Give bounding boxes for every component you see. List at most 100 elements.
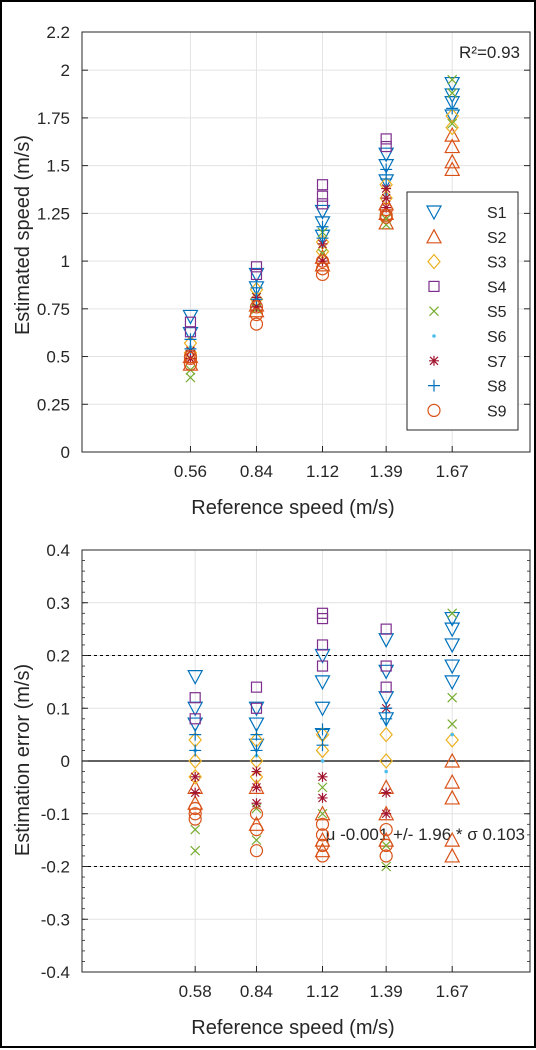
bottom-point-s8 [316,723,329,736]
top-point-s4 [380,133,392,145]
bottom-point-s7 [251,798,262,809]
top-point-s4 [316,179,329,191]
top-point-s8 [380,173,393,185]
legend-label-s3: S3 [487,255,507,272]
top-point-s8 [250,293,263,306]
top-y-tick-label: 2.2 [46,23,70,42]
legend-marker-s9 [427,403,441,417]
bottom-point-s6 [384,769,388,774]
bottom-point-s3 [379,726,393,743]
bottom-point-s2 [444,789,461,805]
bottom-point-s3 [445,731,459,748]
top-point-s7 [381,183,392,194]
bottom-point-s8 [189,728,202,741]
top-point-s9 [183,357,198,371]
top-x-tick-label: 0.84 [240,462,273,481]
bottom-point-s4 [316,660,329,672]
top-point-s7 [317,256,328,267]
r-squared-annotation: R²=0.93 [459,43,520,62]
legend-marker-s2 [425,228,443,244]
legend-marker-s5 [429,306,439,317]
top-point-s1 [314,204,331,220]
top-y-tick-label: 0.5 [46,348,70,367]
legend-label-s5: S5 [487,304,507,321]
top-point-s9 [249,300,264,314]
top-point-s5 [447,74,458,85]
bottom-point-s8 [380,702,393,715]
bottom-point-s5 [190,845,201,856]
bottom-point-s9 [315,817,330,831]
top-point-s9 [379,202,393,217]
bottom-point-s8 [250,744,263,757]
top-point-s8 [316,220,329,233]
bottom-point-s7 [381,808,392,819]
top-point-s8 [446,102,459,115]
bottom-point-s4 [380,623,392,635]
bottom-y-tick-label: 0.2 [46,647,70,666]
bottom-y-tick-label: -0.3 [41,910,70,929]
bottom-point-s9 [315,849,330,863]
bottom-point-s9 [379,849,393,863]
bottom-point-s2 [187,794,204,810]
top-y-tick-label: 0.75 [37,300,70,319]
bottom-point-s2 [248,816,265,831]
top-y-tick-label: 1.75 [37,109,70,128]
bottom-point-s9 [249,844,264,858]
bottom-chart: -0.4 -0.3 -0.2 -0.1 0 0.1 0.2 0.3 0.4 0.58 0.84 1.1… [41,541,531,1001]
top-axes-box [81,31,531,453]
bottom-point-s9 [379,822,393,837]
top-x-tick-label: 0.56 [174,462,207,481]
top-point-s5 [185,372,196,383]
top-point-s9 [315,254,330,268]
top-point-s4 [250,261,263,273]
bottom-y-tick-label: 0.3 [46,594,70,613]
bottom-point-s9 [188,807,202,821]
top-point-s4 [380,140,392,153]
top-point-s4 [250,268,263,281]
bottom-point-s1 [248,701,265,717]
bottom-point-s1 [378,664,395,680]
top-point-s8 [316,232,329,245]
bottom-point-s6 [450,732,454,737]
top-point-s9 [315,262,330,276]
top-point-s7 [381,193,392,204]
legend-label-s8: S8 [487,379,507,396]
bottom-y-tick-label: 0.1 [46,699,70,718]
bottom-point-s7 [190,787,201,798]
top-y-tick-label: 1.5 [46,157,70,176]
bottom-point-s3 [379,753,393,769]
bottom-point-s4 [189,713,201,725]
top-y-tick-label: 0.25 [37,395,70,414]
top-point-s1 [444,96,461,111]
top-point-s1 [314,216,331,232]
bottom-point-s1 [187,669,204,685]
bottom-y-tick-label: 0.4 [46,541,70,560]
bottom-point-s9 [249,822,264,837]
top-point-s3 [315,234,330,250]
legend-box [406,191,519,431]
top-point-s1 [378,159,395,174]
bottom-point-s2 [444,847,461,863]
bottom-point-s2 [314,805,331,821]
bottom-point-s5 [381,861,392,872]
bottom-point-s1 [444,622,461,638]
bottom-point-s5 [447,719,458,729]
bottom-point-s3 [315,742,330,759]
bottom-point-s2 [444,752,461,768]
top-point-s4 [316,190,329,202]
top-point-s9 [249,317,264,331]
top-point-s3 [445,119,459,136]
bottom-x-axis-label: Reference speed (m/s) [191,1017,394,1039]
top-point-s2 [444,153,461,169]
top-point-s5 [447,88,458,99]
bottom-point-s7 [251,766,262,777]
bottom-point-s9 [188,801,202,816]
bottom-point-s1 [444,659,461,675]
bottom-point-s5 [447,608,458,619]
bottom-y-tick-label: -0.1 [41,805,70,824]
bottom-point-s1 [444,675,461,691]
bottom-point-s4 [380,660,392,672]
bottom-x-tick-label: 0.58 [179,982,212,1001]
bottom-point-s9 [249,807,264,821]
